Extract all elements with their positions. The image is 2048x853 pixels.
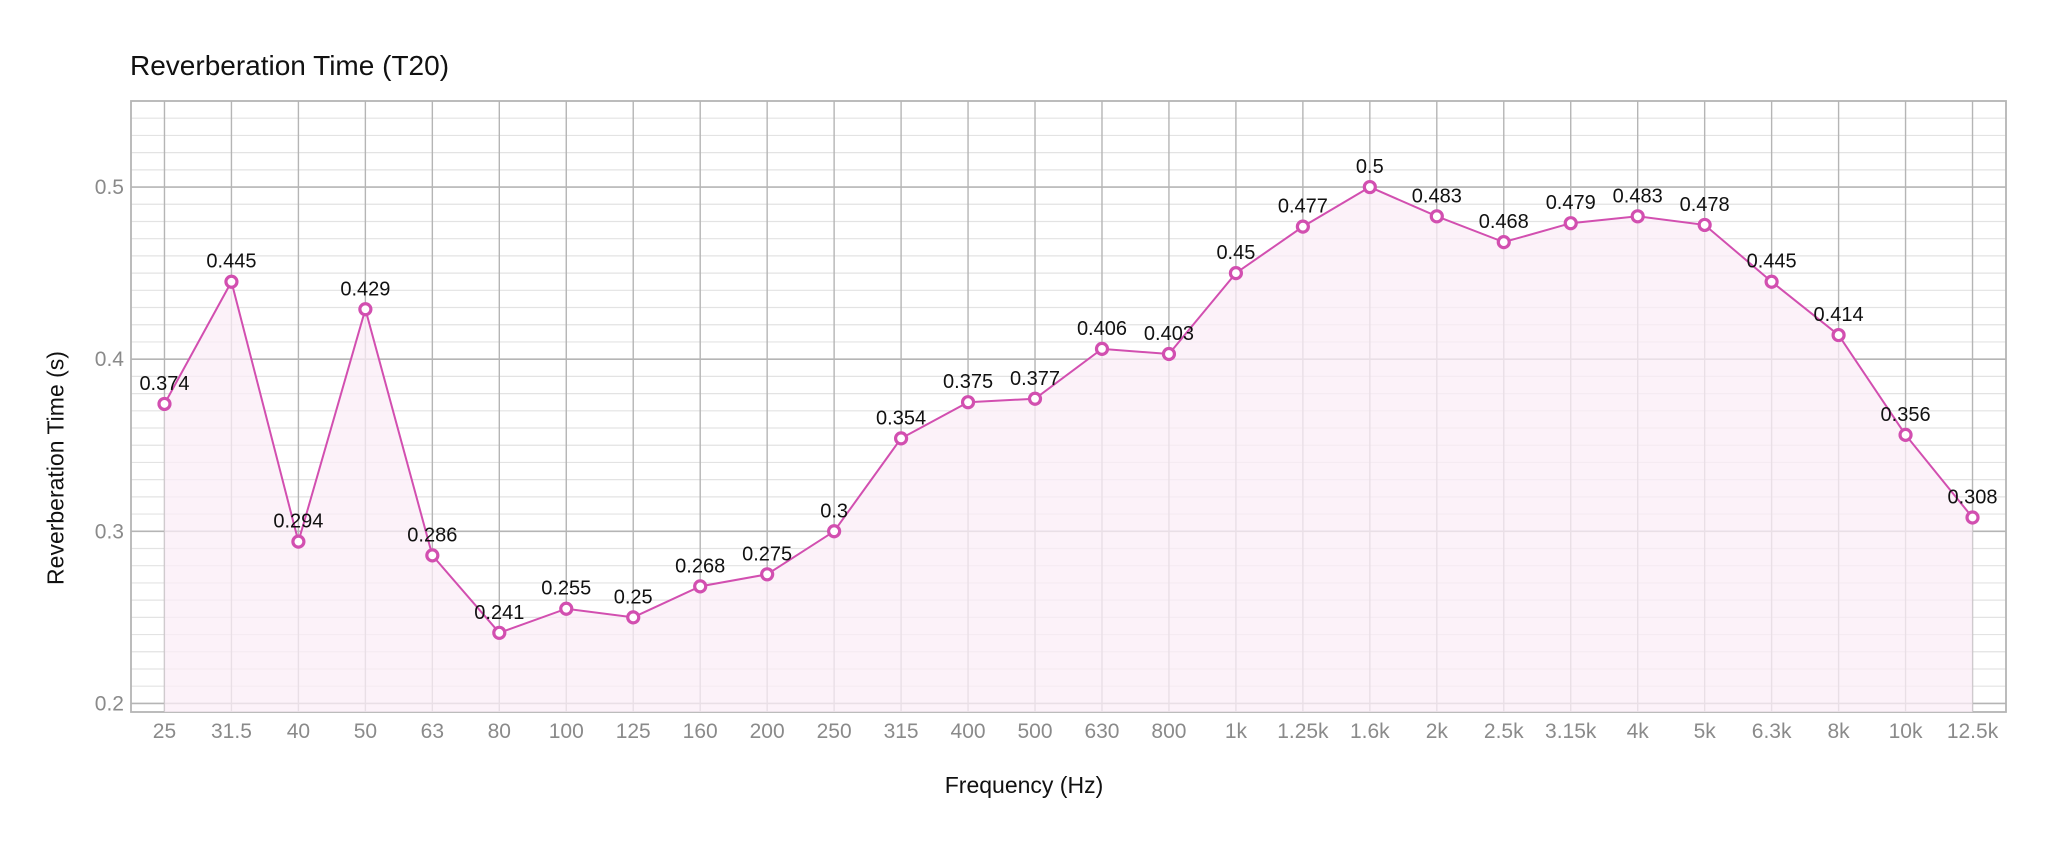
data-label: 0.483 bbox=[1613, 185, 1663, 207]
x-tick-label: 1.25k bbox=[1277, 720, 1329, 743]
data-point bbox=[559, 601, 574, 616]
x-tick-label: 2.5k bbox=[1484, 720, 1524, 743]
data-label: 0.25 bbox=[614, 586, 653, 608]
data-label: 0.477 bbox=[1278, 196, 1328, 218]
data-label: 0.414 bbox=[1814, 304, 1864, 326]
x-tick-label: 160 bbox=[683, 720, 718, 743]
x-tick-label: 12.5k bbox=[1947, 720, 1999, 743]
data-label: 0.356 bbox=[1881, 404, 1931, 426]
x-tick-label: 4k bbox=[1627, 720, 1650, 743]
data-point bbox=[1496, 235, 1511, 250]
data-point bbox=[157, 396, 172, 412]
data-label: 0.374 bbox=[139, 373, 189, 395]
data-label: 0.268 bbox=[675, 555, 725, 577]
series-line bbox=[163, 185, 1974, 635]
data-label: 0.5 bbox=[1356, 156, 1384, 178]
x-tick-label: 31.5 bbox=[211, 720, 252, 743]
data-label: 0.3 bbox=[820, 500, 848, 522]
x-tick-label: 315 bbox=[884, 720, 919, 743]
data-label: 0.275 bbox=[742, 543, 792, 565]
data-point bbox=[1161, 346, 1177, 362]
data-point bbox=[893, 431, 909, 446]
data-label: 0.445 bbox=[206, 251, 256, 273]
data-point bbox=[224, 274, 239, 289]
x-tick-label: 10k bbox=[1889, 720, 1923, 743]
x-tick-label: 25 bbox=[153, 720, 176, 743]
x-tick-label: 3.15k bbox=[1545, 720, 1597, 743]
x-tick-label: 5k bbox=[1694, 720, 1717, 743]
data-point bbox=[760, 567, 775, 582]
data-point bbox=[1362, 179, 1377, 195]
data-point bbox=[1094, 341, 1110, 356]
x-tick-label: 2k bbox=[1426, 720, 1449, 743]
data-point bbox=[1630, 209, 1645, 224]
data-label: 0.403 bbox=[1144, 323, 1194, 345]
data-point bbox=[1295, 219, 1310, 234]
data-label: 0.429 bbox=[340, 278, 390, 300]
data-label: 0.479 bbox=[1546, 192, 1596, 214]
x-tick-label: 800 bbox=[1151, 720, 1186, 743]
x-tick-label: 400 bbox=[951, 720, 986, 743]
x-tick-label: 200 bbox=[750, 720, 785, 743]
data-label: 0.483 bbox=[1412, 185, 1462, 207]
chart-title-main: Reverberation Time bbox=[130, 50, 375, 81]
data-point bbox=[492, 625, 507, 640]
data-point bbox=[1563, 216, 1578, 231]
data-point bbox=[827, 524, 842, 539]
data-label: 0.445 bbox=[1747, 251, 1797, 273]
x-tick-label: 125 bbox=[616, 720, 651, 743]
data-point bbox=[1965, 510, 1980, 525]
x-tick-label: 50 bbox=[354, 720, 377, 743]
x-tick-label: 250 bbox=[817, 720, 852, 743]
chart-title: Reverberation Time (T20) bbox=[130, 50, 449, 82]
data-point bbox=[425, 548, 440, 563]
data-label: 0.354 bbox=[876, 407, 926, 429]
x-tick-label: 6.3k bbox=[1752, 720, 1792, 743]
data-point bbox=[291, 534, 306, 549]
y-tick-label: 0.4 bbox=[95, 348, 125, 371]
data-label: 0.468 bbox=[1479, 211, 1529, 233]
data-label: 0.375 bbox=[943, 371, 993, 393]
data-point bbox=[1027, 391, 1043, 406]
data-label: 0.294 bbox=[273, 511, 323, 533]
y-axis-label: Reverberation Time (s) bbox=[42, 351, 69, 585]
data-label: 0.241 bbox=[474, 602, 524, 624]
x-tick-label: 8k bbox=[1827, 720, 1850, 743]
data-label: 0.45 bbox=[1216, 242, 1255, 264]
data-point bbox=[1228, 266, 1244, 281]
x-tick-label: 100 bbox=[549, 720, 584, 743]
x-tick-label: 500 bbox=[1017, 720, 1052, 743]
x-tick-label: 1.6k bbox=[1350, 720, 1390, 743]
data-point bbox=[960, 395, 976, 410]
series-area bbox=[164, 187, 1973, 712]
y-tick-label: 0.5 bbox=[95, 176, 124, 199]
data-label: 0.308 bbox=[1947, 487, 1997, 509]
x-tick-label: 63 bbox=[421, 720, 444, 743]
x-tick-label: 630 bbox=[1084, 720, 1119, 743]
data-point bbox=[1697, 217, 1712, 233]
x-tick-label: 1k bbox=[1225, 720, 1248, 743]
data-point bbox=[358, 302, 373, 317]
x-axis-label: Frequency (Hz) bbox=[944, 772, 1104, 798]
y-tick-label: 0.2 bbox=[95, 692, 124, 715]
data-label: 0.377 bbox=[1010, 368, 1060, 390]
data-point bbox=[626, 610, 641, 625]
chart-title-suffix: (T20) bbox=[382, 50, 450, 81]
data-point bbox=[693, 579, 708, 594]
data-point bbox=[1764, 274, 1779, 289]
y-tick-label: 0.3 bbox=[95, 520, 124, 543]
data-label: 0.478 bbox=[1680, 194, 1730, 216]
data-label: 0.286 bbox=[407, 524, 457, 546]
data-label: 0.255 bbox=[541, 578, 591, 600]
x-tick-label: 40 bbox=[287, 720, 310, 743]
data-point bbox=[1898, 427, 1913, 442]
data-point bbox=[1429, 209, 1444, 224]
data-label: 0.406 bbox=[1077, 318, 1127, 340]
x-tick-label: 80 bbox=[488, 720, 511, 743]
data-point bbox=[1831, 327, 1846, 343]
